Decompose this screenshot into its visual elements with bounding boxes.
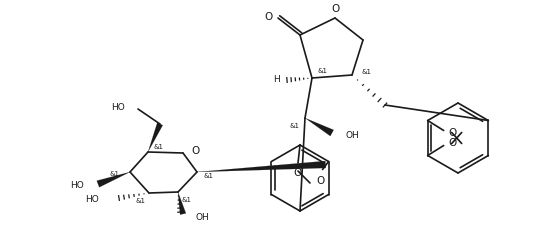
Text: H: H (273, 76, 280, 84)
Text: O: O (191, 146, 199, 156)
Text: O: O (265, 12, 273, 22)
Polygon shape (305, 118, 334, 136)
Text: &1: &1 (362, 69, 372, 75)
Text: O: O (293, 168, 301, 178)
Polygon shape (197, 161, 326, 172)
Text: &1: &1 (204, 173, 214, 179)
Text: O: O (316, 175, 324, 185)
Polygon shape (178, 192, 186, 215)
Polygon shape (97, 172, 130, 187)
Text: &1: &1 (135, 198, 145, 204)
Text: O: O (332, 4, 340, 14)
Text: &1: &1 (110, 171, 120, 177)
Polygon shape (148, 123, 163, 152)
Text: HO: HO (85, 195, 99, 204)
Text: HO: HO (70, 181, 84, 191)
Text: O: O (448, 128, 457, 138)
Text: &1: &1 (182, 197, 192, 203)
Text: &1: &1 (290, 123, 300, 129)
Text: OH: OH (195, 212, 209, 222)
Text: OH: OH (345, 131, 359, 140)
Text: O: O (448, 139, 457, 148)
Text: HO: HO (111, 103, 125, 111)
Text: &1: &1 (153, 144, 163, 150)
Text: &1: &1 (317, 68, 327, 74)
